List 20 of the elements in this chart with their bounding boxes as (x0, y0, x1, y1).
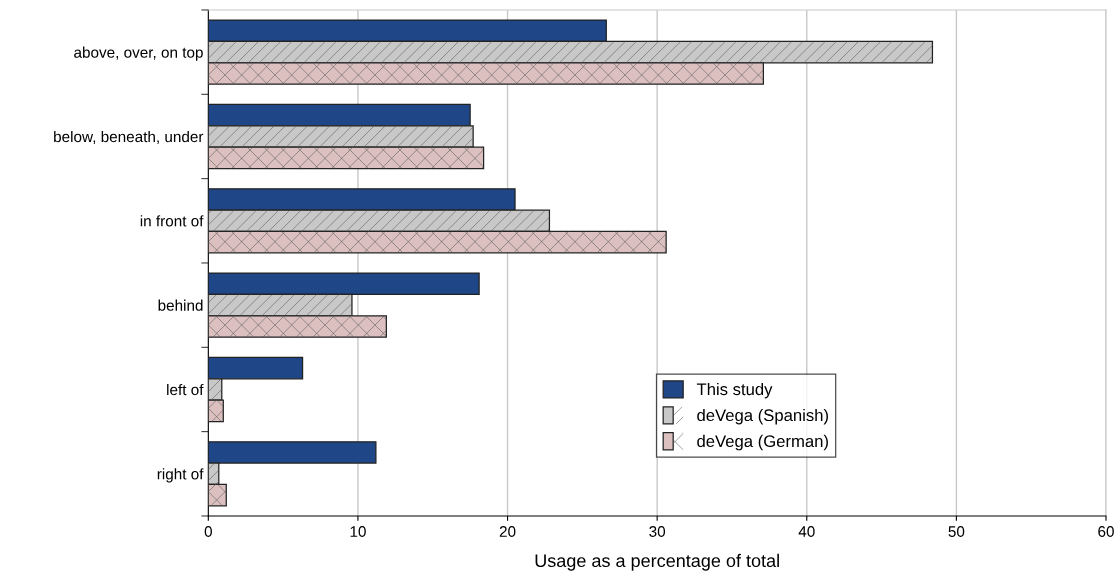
legend-label: deVega (Spanish) (697, 408, 828, 425)
x-tick-label: 30 (649, 526, 666, 537)
bar (208, 356, 304, 380)
x-tick-label: 10 (350, 526, 366, 537)
legend-label: deVega (German) (697, 434, 828, 451)
x-axis-title: Usage as a percentage of total (535, 553, 779, 571)
y-tick-label: left of (167, 383, 204, 396)
bar (208, 441, 377, 464)
y-tick-label: below, beneath, under (54, 130, 204, 144)
y-tick-label: in front of (140, 215, 204, 227)
x-tick-label: 60 (1098, 526, 1114, 537)
x-tick-label: 0 (204, 526, 212, 537)
y-tick-label: right of (157, 468, 204, 483)
x-tick-label: 40 (798, 526, 815, 537)
x-tick-label: 50 (948, 526, 965, 537)
y-tick-label: above, over, on top (74, 46, 203, 61)
x-tick-label: 20 (499, 526, 516, 537)
y-tick-label: behind (158, 299, 203, 311)
bar (208, 19, 607, 43)
legend-label: This study (696, 382, 773, 399)
